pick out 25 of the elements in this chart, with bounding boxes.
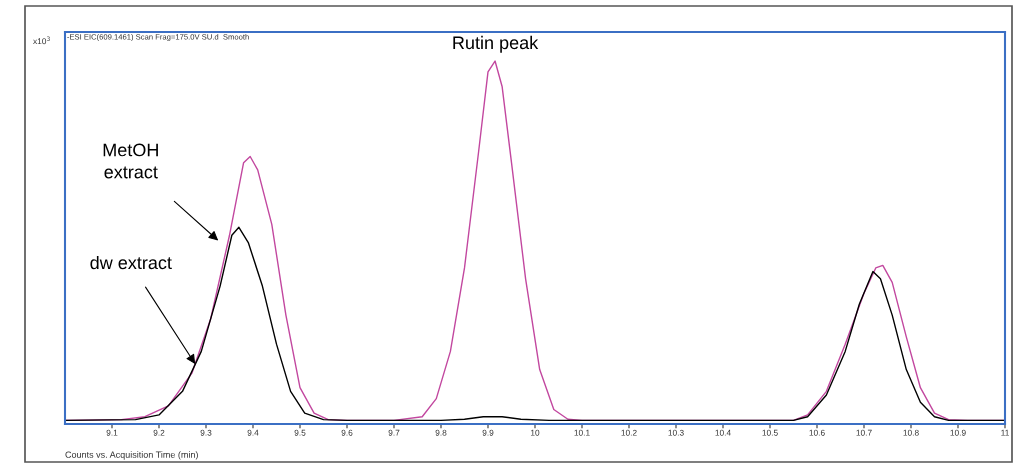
x-tick-label: 10.5	[762, 429, 778, 436]
x-tick-label: 10.2	[621, 429, 637, 436]
x-tick-label: 9.4	[247, 429, 259, 436]
x-tick-label: 9.6	[341, 429, 353, 436]
x-tick-label: 10.3	[668, 429, 684, 436]
x-tick-label: 11	[1001, 429, 1009, 436]
annotation: dw extract	[90, 255, 172, 270]
x-tick-label: 9.1	[106, 429, 118, 436]
x-axis-title: Counts vs. Acquisition Time (min)	[65, 451, 198, 460]
x-tick-label: 10.6	[809, 429, 825, 436]
annotation: Rutin peak	[453, 35, 539, 53]
x-tick-label: 9.3	[200, 429, 212, 436]
x-tick-label: 10.1	[574, 429, 590, 436]
x-tick-label: 10.8	[903, 429, 919, 436]
x-tick-label: 9.7	[388, 429, 400, 436]
x-tick-label: 9.9	[482, 429, 494, 436]
x-tick-label: 9.2	[153, 429, 165, 436]
x-tick-label: 10.9	[950, 429, 966, 436]
x-tick-label: 10.4	[715, 429, 731, 436]
annotation: MetOH extract	[103, 143, 158, 179]
x-tick-label: 10.7	[856, 429, 872, 436]
x-tick-label: 10	[531, 429, 540, 436]
x-tick-label: 9.5	[294, 429, 306, 436]
text: x10$^{3}$	[33, 36, 50, 45]
x-tick-label: 9.8	[435, 429, 447, 436]
